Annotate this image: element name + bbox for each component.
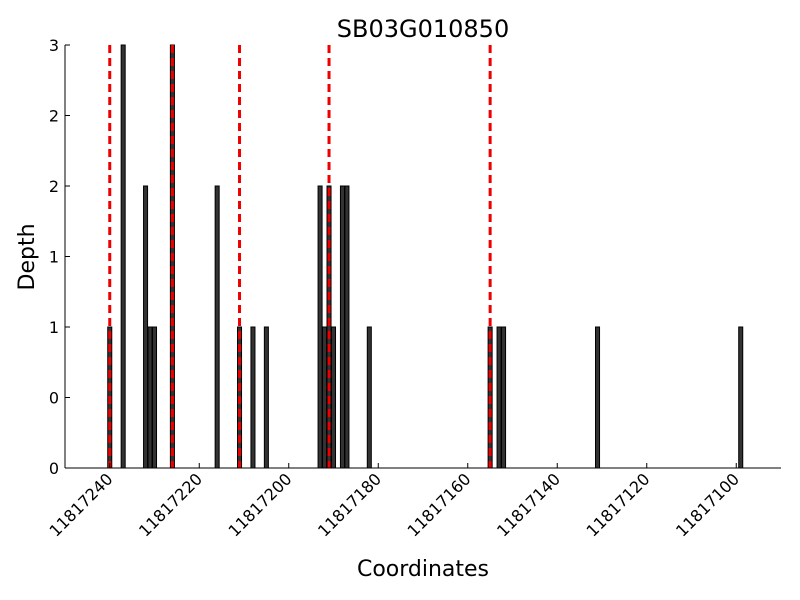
bar-21 — [738, 326, 744, 469]
bar-14 — [339, 185, 345, 469]
bar-9 — [263, 326, 269, 469]
y-tick-label-0: 0 — [49, 459, 59, 478]
bar-18 — [496, 326, 502, 469]
y-tick-label-6: 3 — [49, 36, 59, 55]
y-tick-label-5: 2 — [49, 107, 59, 126]
x-tick-label-7: 11817100 — [672, 469, 743, 540]
bar-1 — [120, 44, 126, 469]
x-tick-label-2: 11817200 — [225, 469, 296, 540]
y-tick-label-4: 2 — [49, 177, 59, 196]
x-tick-label-3: 11817180 — [314, 469, 385, 540]
bar-19 — [501, 326, 507, 469]
bar-6 — [214, 185, 220, 469]
markers-layer — [108, 45, 492, 468]
bars-layer — [107, 44, 744, 469]
x-tick-label-1: 11817220 — [135, 469, 206, 540]
bar-2 — [143, 185, 149, 469]
x-tick-label-6: 11817120 — [583, 469, 654, 540]
bar-4 — [151, 326, 158, 469]
x-tick-label-5: 11817140 — [493, 469, 564, 540]
bar-15 — [344, 185, 350, 469]
bar-8 — [250, 326, 256, 469]
y-axis-label: Depth — [15, 223, 40, 290]
bar-10 — [317, 185, 323, 469]
y-tick-label-2: 1 — [49, 318, 59, 337]
y-tick-label-1: 0 — [49, 389, 59, 408]
chart-title: SB03G010850 — [337, 15, 509, 43]
bar-20 — [595, 326, 601, 469]
bar-11 — [322, 326, 328, 469]
bar-16 — [366, 326, 372, 469]
x-tick-label-0: 11817240 — [46, 469, 117, 540]
bar-13 — [330, 326, 337, 469]
x-tick-label-4: 11817160 — [404, 469, 475, 540]
y-tick-label-3: 1 — [49, 248, 59, 267]
x-axis-label: Coordinates — [357, 557, 489, 582]
bar-3 — [147, 326, 153, 469]
